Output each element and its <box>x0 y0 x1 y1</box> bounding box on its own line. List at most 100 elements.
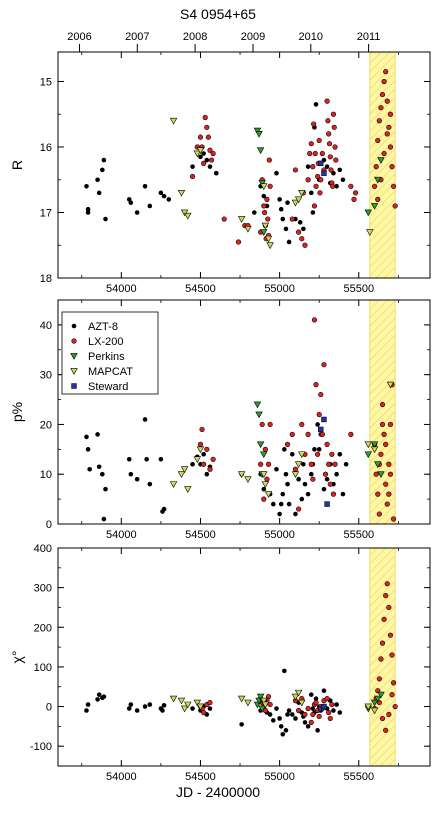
data-point-lx-200 <box>348 183 354 189</box>
data-point-perkins <box>253 401 262 409</box>
data-point-lx-200 <box>313 183 319 189</box>
data-point-mapcat <box>184 212 192 220</box>
data-point-lx-200 <box>387 471 394 477</box>
data-point-azt-8 <box>280 731 286 737</box>
data-point-azt-8 <box>96 692 102 697</box>
y-tick-label: 300 <box>34 583 52 595</box>
data-point-azt-8 <box>160 708 165 713</box>
data-point-azt-8 <box>84 183 89 189</box>
data-point-lx-200 <box>327 481 333 487</box>
data-point-lx-200 <box>292 167 299 173</box>
data-point-mapcat <box>366 229 374 236</box>
data-point-lx-200 <box>390 183 397 189</box>
y-tick-label: 16 <box>40 142 52 154</box>
data-point-lx-200 <box>308 719 314 726</box>
data-point-lx-200 <box>235 239 242 245</box>
data-point-azt-8 <box>95 177 100 183</box>
data-point-lx-200 <box>322 471 329 477</box>
x-tick-label: 55000 <box>264 529 295 541</box>
data-point-lx-200 <box>197 441 204 447</box>
data-point-lx-200 <box>332 144 338 150</box>
data-point-azt-8 <box>204 471 210 477</box>
data-point-azt-8 <box>100 471 105 477</box>
year-tick-label: 2009 <box>241 31 265 43</box>
legend-label: AZT-8 <box>88 321 118 333</box>
panel-2: 0 10 20 30 40 54000 54500 55000 55500 p% <box>9 299 431 541</box>
y-axis-label: p% <box>9 402 25 422</box>
data-point-mapcat <box>177 471 186 479</box>
data-point-steward <box>321 170 327 176</box>
data-point-lx-200 <box>381 150 387 157</box>
data-point-perkins <box>374 176 382 184</box>
data-point-lx-200 <box>267 421 273 428</box>
x-tick-label: 55500 <box>343 771 374 783</box>
data-point-mapcat <box>177 189 186 197</box>
data-point-azt-8 <box>85 702 91 707</box>
data-point-lx-200 <box>384 98 390 104</box>
data-point-lx-200 <box>392 703 398 710</box>
data-point-lx-200 <box>375 137 381 144</box>
data-point-perkins <box>260 229 268 236</box>
data-point-azt-8 <box>278 501 284 507</box>
data-point-azt-8 <box>305 491 311 497</box>
data-point-steward <box>321 416 327 423</box>
data-point-azt-8 <box>310 706 316 711</box>
y-tick-label: 100 <box>34 662 52 674</box>
data-point-azt-8 <box>84 434 89 440</box>
data-point-azt-8 <box>310 210 316 215</box>
data-point-lx-200 <box>221 216 227 222</box>
legend-marker-mapcat <box>70 368 78 375</box>
data-point-azt-8 <box>85 206 91 212</box>
data-point-azt-8 <box>267 712 273 717</box>
data-point-lx-200 <box>332 461 338 467</box>
data-point-mapcat <box>196 703 205 711</box>
data-point-azt-8 <box>285 481 290 487</box>
data-point-lx-200 <box>292 466 299 472</box>
data-point-lx-200 <box>296 229 302 235</box>
data-point-lx-200 <box>384 131 390 137</box>
data-point-azt-8 <box>283 226 289 232</box>
data-point-azt-8 <box>239 722 244 727</box>
data-point-lx-200 <box>207 699 213 706</box>
data-point-azt-8 <box>312 447 317 452</box>
data-point-lx-200 <box>376 676 382 682</box>
data-point-azt-8 <box>270 718 276 723</box>
x-tick-label: 54000 <box>106 283 137 295</box>
data-point-mapcat <box>193 150 202 158</box>
data-point-lx-200 <box>379 401 386 408</box>
data-point-azt-8 <box>308 471 314 477</box>
data-point-lx-200 <box>312 150 318 157</box>
data-point-lx-200 <box>265 216 271 222</box>
data-point-azt-8 <box>308 190 314 196</box>
data-point-azt-8 <box>161 193 167 199</box>
data-point-mapcat <box>291 693 300 701</box>
data-point-mapcat <box>237 216 246 223</box>
data-point-azt-8 <box>274 706 279 711</box>
data-point-lx-200 <box>299 236 305 242</box>
data-point-mapcat <box>244 699 252 707</box>
data-point-azt-8 <box>278 206 284 212</box>
data-point-lx-200 <box>348 431 354 438</box>
data-point-lx-200 <box>205 134 211 140</box>
data-point-lx-200 <box>353 190 359 196</box>
y-tick-label: 18 <box>40 273 52 285</box>
data-point-azt-8 <box>334 183 339 189</box>
data-point-lx-200 <box>201 461 207 467</box>
data-point-azt-8 <box>158 456 164 462</box>
data-point-lx-200 <box>324 98 330 104</box>
data-point-azt-8 <box>277 716 282 721</box>
data-point-lx-200 <box>383 592 389 599</box>
data-point-lx-200 <box>310 476 316 482</box>
data-point-lx-200 <box>387 632 394 638</box>
data-point-azt-8 <box>286 708 292 713</box>
x-tick-label: 55000 <box>264 771 295 783</box>
highlight-hatch <box>369 299 396 525</box>
data-point-azt-8 <box>280 491 286 497</box>
data-point-perkins <box>253 127 262 135</box>
data-point-lx-200 <box>328 167 334 173</box>
data-point-lx-200 <box>289 431 295 438</box>
legend-marker-steward <box>71 383 77 389</box>
data-point-azt-8 <box>100 167 105 173</box>
data-point-azt-8 <box>134 708 140 713</box>
data-point-azt-8 <box>334 702 339 707</box>
